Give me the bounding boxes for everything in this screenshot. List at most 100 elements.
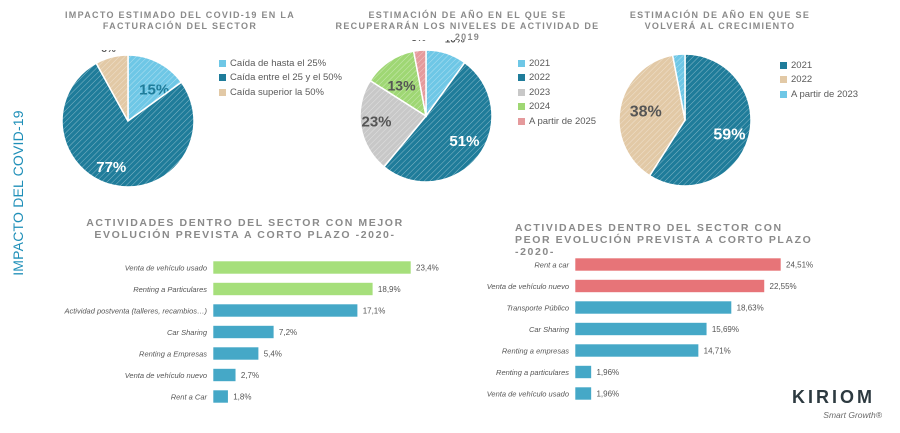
pie-value-label: 77% [96,159,126,176]
bar-category-label: Renting a Empresas [139,350,207,359]
bar-category-label: Rent a Car [171,393,208,402]
pie-value-label: 3% [411,40,426,44]
legend-label: Caída superior la 50% [230,86,324,98]
legend-label: 2021 [529,57,551,69]
legend-swatch [780,61,787,69]
bars-best-chart: Venta de vehículo usado 23,4% Renting a Pa… [63,260,439,404]
logo-tagline: Smart Growth® [823,410,882,420]
bars-worst-marks: Rent a car 24,51% Venta de vehículo nuevo 2… [487,257,813,401]
bar [212,368,237,382]
bars-best-marks: Venta de vehículo usado 23,4% Renting a Pa… [63,260,439,404]
pie-value-label: 15% [139,81,169,98]
pie3-slices: 59% 38% 3% [618,44,752,187]
bar [212,389,229,404]
bar [574,386,592,401]
bar [212,325,275,339]
legend-item: 2021 [780,58,858,73]
pie1-slices: 15% 77% 8% [61,50,195,188]
pie-value-label: 10% [445,40,465,46]
legend-item: A partir de 2023 [780,87,858,102]
legend-swatch [518,117,525,125]
bar-value-label: 14,71% [704,347,731,356]
pie-value-label: 38% [630,104,662,121]
pie-value-label: 3% [670,44,685,46]
pie1-chart: 15% 77% 8% [61,50,195,188]
bar-category-label: Renting a Particulares [133,285,207,294]
pie-value-label: 13% [388,78,417,94]
pie-slice-texture [96,55,128,121]
bar-value-label: 15,69% [712,325,739,334]
bar-value-label: 1,96% [596,390,619,399]
pie-value-label: 59% [713,126,745,143]
legend-label: 2024 [529,101,551,113]
pie-slice-texture [649,54,751,186]
bar-category-label: Venta de vehículo nuevo [487,282,569,291]
pie2-slices: 10% 51% 23% 13% 3% [359,40,493,183]
bar-value-label: 24,51% [786,261,813,270]
bar [212,282,374,296]
bar [574,322,708,336]
legend-swatch [219,88,226,96]
legend-item: 2023 [518,85,596,100]
legend-swatch [518,74,525,82]
pie-slice-texture [128,55,182,121]
pie3-title: ESTIMACIÓN DE AÑO EN QUE SE VOLVERÁ AL C… [629,10,811,31]
bar-value-label: 5,4% [264,350,282,359]
vertical-title: IMPACTO DEL COVID-19 [10,110,26,276]
legend-swatch [219,59,226,67]
bar-category-label: Venta de vehículo usado [125,264,207,273]
bar-value-label: 23,4% [416,264,439,273]
legend-item: 2024 [518,100,596,115]
legend-label: 2023 [529,86,551,98]
bar-category-label: Renting a particulares [496,368,569,377]
bar-value-label: 1,96% [596,368,619,377]
legend-item: Caída entre el 25 y el 50% [219,71,342,86]
pie-slice-texture [426,50,465,116]
pie-slice-texture [413,50,426,116]
legend-label: Caída de hasta el 25% [230,57,327,69]
legend-label: 2022 [791,74,813,86]
bar [574,257,782,272]
bar [212,303,358,318]
bar-category-label: Venta de vehículo nuevo [125,371,207,380]
bars-worst-title: ACTIVIDADES DENTRO DEL SECTOR CON PEOR E… [515,222,813,258]
legend-swatch [518,103,525,111]
bar [212,260,412,275]
bar-category-label: Car Sharing [529,325,570,334]
pie1-legend: Caída de hasta el 25% Caída entre el 25 … [219,56,342,100]
legend-label: A partir de 2023 [791,88,859,100]
kiriom-logo: KIRIOM Smart Growth® [792,387,882,420]
bar-value-label: 1,8% [233,393,251,402]
bar-value-label: 22,55% [770,282,797,291]
pie2-chart: 10% 51% 23% 13% 3% [359,40,493,183]
bar-category-label: Venta de vehículo usado [487,390,569,399]
pie-slice-texture [619,55,685,176]
bar-category-label: Transporte Público [507,304,569,313]
pie-value-label: 51% [449,133,479,150]
pie-slice-texture [370,51,426,117]
bars-best-title: ACTIVIDADES DENTRO DEL SECTOR CON MEJOR … [86,217,404,241]
bar [574,279,765,293]
legend-label: 2021 [791,59,813,71]
legend-label: A partir de 2025 [529,115,597,127]
logo-name: KIRIOM [792,387,875,407]
pie-slice-texture [672,54,685,120]
legend-item: 2022 [780,73,858,88]
pie2-title: ESTIMACIÓN DE AÑO EN EL QUE SE RECUPERAR… [335,10,600,42]
legend-swatch [780,76,787,84]
bar-category-label: Rent a car [534,261,569,270]
legend-label: 2022 [529,72,551,84]
bar-value-label: 7,2% [279,328,297,337]
bar-value-label: 18,9% [378,285,401,294]
legend-item: A partir de 2025 [518,114,596,129]
pie3-legend: 2021 2022 A partir de 2023 [780,58,858,102]
pie2-legend: 2021 2022 2023 2024 A partir de 2025 [518,56,596,129]
bar-value-label: 17,1% [363,307,386,316]
legend-swatch [518,88,525,96]
bars-worst-chart: Rent a car 24,51% Venta de vehículo nuevo 2… [487,257,813,401]
bar-value-label: 18,63% [737,304,764,313]
bar-category-label: Renting a empresas [502,347,569,356]
bar-value-label: 2,7% [241,371,259,380]
bar-category-label: Car Sharing [167,328,208,337]
bar [212,346,259,361]
